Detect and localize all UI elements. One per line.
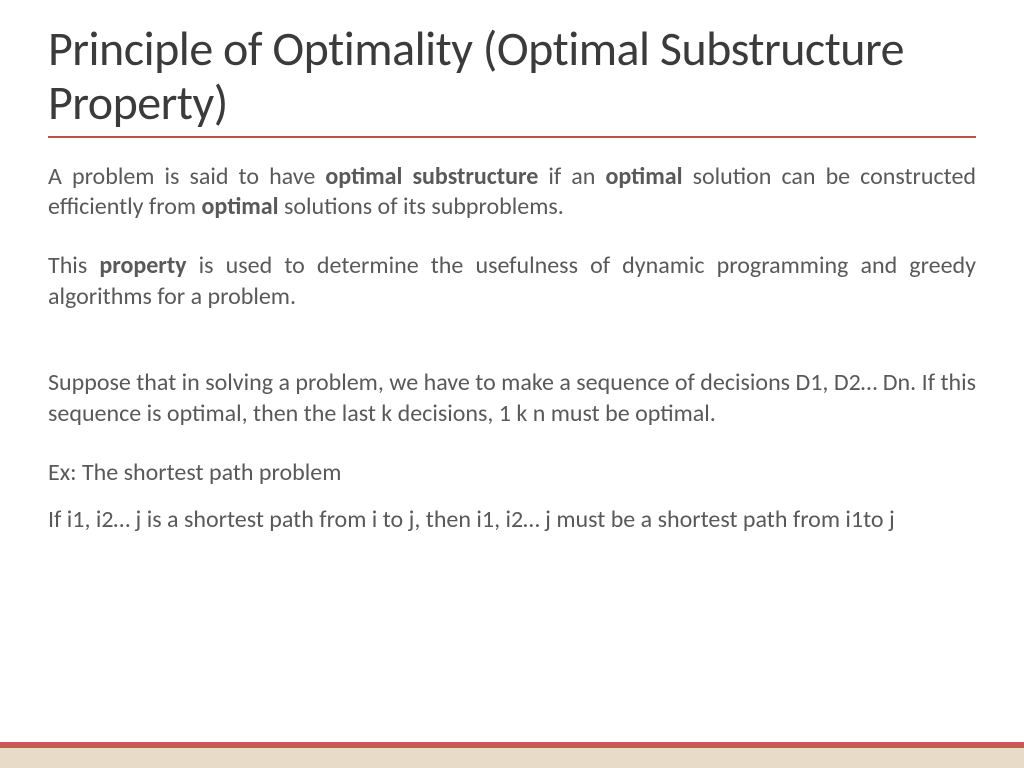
- p2-text-2: is used to determine the usefulness of d…: [48, 251, 976, 311]
- paragraph-4: Ex: The shortest path problem: [48, 458, 976, 489]
- slide-container: Principle of Optimality (Optimal Substru…: [0, 0, 1024, 768]
- title-underline: [48, 136, 976, 138]
- p1-text-2: if an: [538, 162, 605, 191]
- paragraph-3: Suppose that in solving a problem, we ha…: [48, 368, 976, 429]
- p1-bold-1: optimal substructure: [325, 162, 538, 191]
- p2-text-1: This: [48, 251, 99, 280]
- p1-text-4: solutions of its subproblems.: [279, 192, 564, 221]
- p1-text-1: A problem is said to have: [48, 162, 325, 191]
- footer-bar: [0, 742, 1024, 768]
- p2-bold-1: property: [99, 251, 186, 280]
- slide-body: A problem is said to have optimal substr…: [48, 162, 976, 536]
- slide-title: Principle of Optimality (Optimal Substru…: [48, 22, 976, 130]
- paragraph-2: This property is used to determine the u…: [48, 251, 976, 312]
- paragraph-1: A problem is said to have optimal substr…: [48, 162, 976, 223]
- p1-bold-2: optimal: [605, 162, 682, 191]
- paragraph-5: If i1, i2… j is a shortest path from i t…: [48, 505, 976, 536]
- p1-bold-3: optimal: [202, 192, 279, 221]
- footer-base-stripe: [0, 748, 1024, 768]
